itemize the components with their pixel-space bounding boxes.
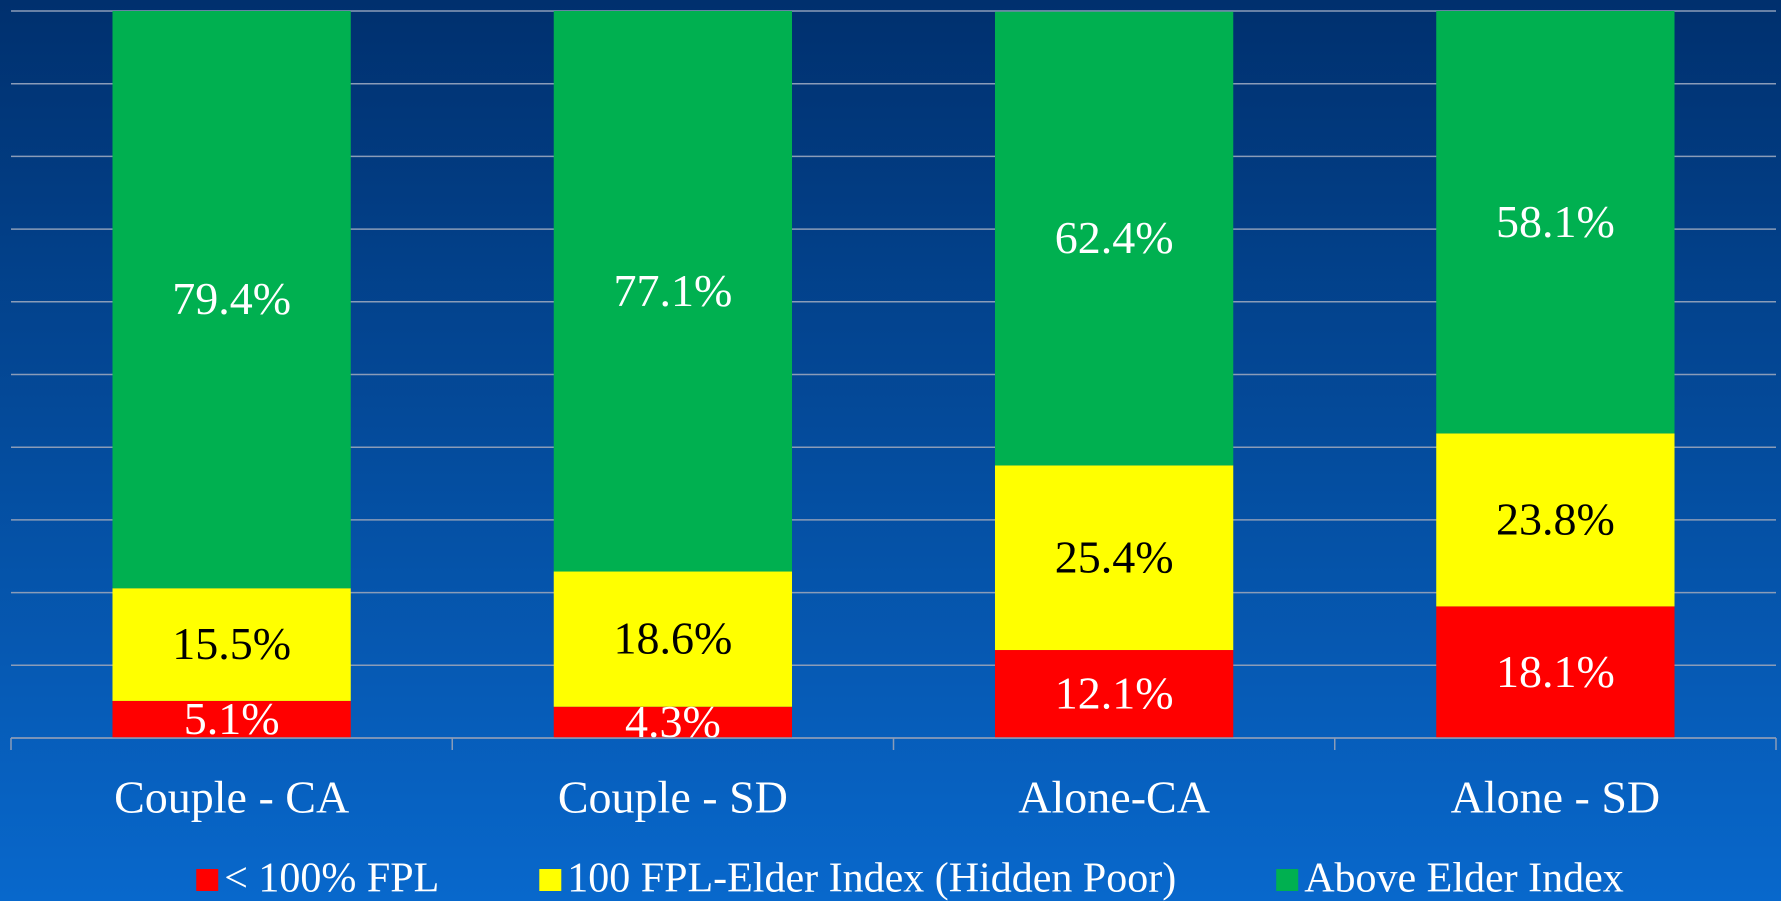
data-label: 77.1% [613, 265, 732, 316]
legend-label: Above Elder Index [1304, 856, 1624, 901]
data-label: 62.4% [1055, 212, 1174, 263]
legend-swatch [539, 869, 562, 891]
bar-segment [994, 650, 1234, 738]
data-label: 58.1% [1496, 196, 1615, 247]
legend-label: < 100% FPL [224, 856, 439, 901]
x-tick-label: Couple - CA [114, 772, 349, 823]
x-tick-label: Alone - SD [1451, 772, 1661, 823]
bar-segment [1436, 11, 1675, 434]
x-tick-label: Alone-CA [1018, 772, 1210, 823]
data-label: 23.8% [1496, 493, 1615, 544]
data-label: 12.1% [1055, 668, 1174, 719]
data-label: 79.4% [172, 273, 291, 324]
bar-segment [553, 571, 793, 707]
bar-segment [112, 11, 351, 589]
data-label: 18.6% [613, 613, 732, 664]
data-label: 4.3% [625, 696, 721, 747]
data-label: 25.4% [1055, 531, 1174, 582]
legend-label: 100 FPL-Elder Index (Hidden Poor) [567, 856, 1176, 901]
bar-segment [994, 11, 1234, 466]
bar-segment [1436, 433, 1675, 607]
bar-segment [1436, 606, 1675, 738]
legend-swatch [1276, 869, 1299, 891]
bar-segment [553, 706, 793, 738]
bar-segment [553, 11, 793, 572]
data-label: 18.1% [1496, 646, 1615, 697]
bar-segment [112, 700, 351, 738]
x-tick-label: Couple - SD [558, 772, 788, 823]
bar-segment [994, 465, 1234, 651]
bar-segment [112, 588, 351, 701]
data-label: 15.5% [172, 618, 291, 669]
legend-swatch [196, 869, 219, 891]
data-label: 5.1% [184, 693, 280, 744]
